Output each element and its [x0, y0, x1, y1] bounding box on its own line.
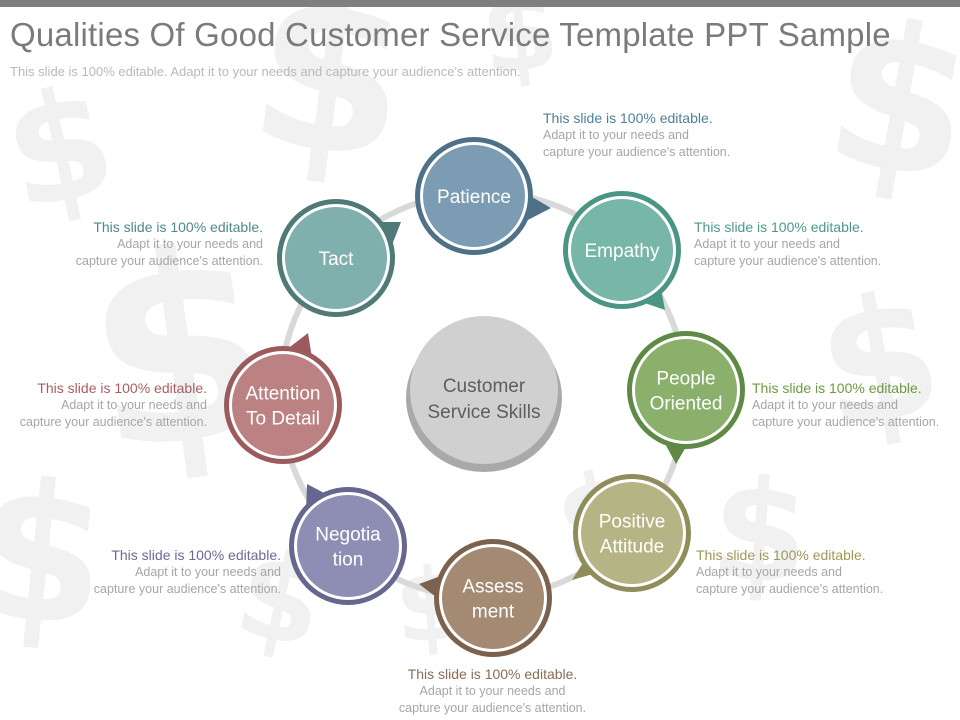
annotation-heading: This slide is 100% editable. [407, 666, 578, 682]
node-label: Empathy [585, 241, 660, 262]
annotation-negotiation: This slide is 100% editable. Adapt it to… [60, 547, 281, 597]
node-patience: Patience [415, 137, 551, 255]
annotation-line: Adapt it to your needs and [117, 237, 263, 251]
annotation-heading: This slide is 100% editable. [752, 380, 922, 396]
annotation-empathy: This slide is 100% editable. Adapt it to… [694, 219, 881, 269]
node-face [442, 547, 544, 649]
annotation-line: capture your audience's attention. [696, 581, 884, 596]
annotation-line: capture your audience's attention. [694, 253, 882, 268]
top-bar [0, 0, 960, 7]
node-face [285, 207, 387, 309]
node-label: To Detail [246, 409, 320, 430]
node-empathy: Empathy [563, 191, 681, 310]
node-face [232, 354, 334, 456]
node-attention: Attention To Detail [224, 333, 342, 464]
skill-nodes: Patience Empathy People Oriented Positive Att… [224, 137, 745, 657]
annotation-tact: This slide is 100% editable. Adapt it to… [40, 219, 263, 269]
center-label-line1: Customer [443, 376, 526, 397]
node-face [581, 482, 683, 584]
node-face [635, 339, 737, 441]
node-label: Positive [599, 512, 666, 533]
node-label: Attitude [600, 537, 664, 558]
node-label: Tact [319, 249, 355, 270]
annotation-line: Adapt it to your needs and [419, 684, 566, 698]
node-face [423, 145, 525, 247]
node-people: People Oriented [627, 331, 745, 464]
node-label: Assess [462, 577, 523, 598]
node-label: Attention [246, 384, 321, 405]
node-label: Patience [437, 187, 511, 208]
page-subtitle: This slide is 100% editable. Adapt it to… [10, 64, 521, 79]
center-circle: Customer Service Skills [406, 316, 562, 472]
annotation-line: Adapt it to your needs and [61, 398, 207, 412]
node-label: tion [333, 550, 364, 571]
annotation-heading: This slide is 100% editable. [37, 380, 207, 396]
dollar-sign-icon: $ [0, 438, 118, 672]
node-tact: Tact [277, 199, 401, 317]
annotation-people-oriented: This slide is 100% editable. Adapt it to… [752, 380, 939, 430]
center-label-line2: Service Skills [428, 402, 541, 423]
annotation-line: capture your audience's attention. [752, 414, 940, 429]
dollar-sign-icon: $ [237, 0, 424, 211]
annotation-assessment: This slide is 100% editable. Adapt it to… [380, 666, 605, 716]
dollar-sign-icon: $ [475, 0, 565, 100]
annotation-patience: This slide is 100% editable. Adapt it to… [543, 110, 730, 160]
annotation-line: Adapt it to your needs and [752, 398, 898, 412]
annotation-heading: This slide is 100% editable. [543, 110, 713, 126]
node-label: Oriented [650, 394, 723, 415]
annotation-line: Adapt it to your needs and [543, 128, 689, 142]
node-face [571, 199, 673, 301]
dollar-sign-icon: $ [69, 189, 290, 513]
annotation-line: capture your audience's attention. [75, 253, 263, 268]
page-title: Qualities Of Good Customer Service Templ… [10, 16, 891, 53]
annotation-line: capture your audience's attention. [398, 700, 587, 715]
center-circle-face [410, 316, 558, 464]
node-label: ment [472, 602, 515, 623]
annotation-heading: This slide is 100% editable. [111, 547, 281, 563]
node-label: People [656, 369, 715, 390]
annotation-line: Adapt it to your needs and [696, 565, 842, 579]
node-negot: Negotia tion [289, 484, 407, 605]
annotation-line: capture your audience's attention. [19, 414, 207, 429]
annotation-line: Adapt it to your needs and [135, 565, 281, 579]
annotation-heading: This slide is 100% editable. [694, 219, 864, 235]
node-positive: Positive Attitude [572, 474, 691, 592]
annotation-line: capture your audience's attention. [543, 144, 731, 159]
annotation-heading: This slide is 100% editable. [93, 219, 263, 235]
annotation-line: capture your audience's attention. [93, 581, 281, 596]
node-face [297, 495, 399, 597]
annotation-positive-attitude: This slide is 100% editable. Adapt it to… [696, 547, 883, 597]
node-label: Negotia [315, 525, 381, 546]
dollar-sign-icon: $ [706, 448, 815, 617]
annotation-attention-to-detail: This slide is 100% editable. Adapt it to… [0, 380, 207, 430]
node-assess: Assess ment [419, 539, 552, 657]
annotation-heading: This slide is 100% editable. [696, 547, 866, 563]
annotation-line: Adapt it to your needs and [694, 237, 840, 251]
